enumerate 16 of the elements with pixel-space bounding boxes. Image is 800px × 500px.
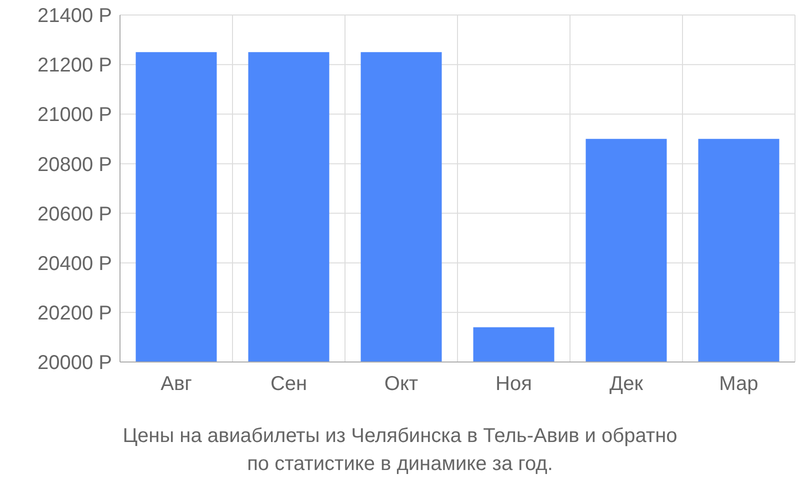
y-tick-label: 21200 Р	[37, 54, 112, 77]
y-tick-label: 21000 Р	[37, 104, 112, 126]
y-tick-label: 20600 Р	[37, 203, 112, 226]
x-tick-label: Мар	[719, 373, 758, 396]
text: по статистике в динамике за год.	[246, 452, 554, 477]
y-tick-label: 20400 Р	[37, 252, 112, 275]
y-tick-label: 20200 Р	[37, 302, 112, 325]
x-tick-label: Дек	[610, 373, 644, 396]
y-tick-label: 20800 Р	[37, 154, 112, 176]
x-tick-label: Окт	[384, 373, 418, 396]
text: Цены на авиабилеты из Челябинска в Тель-Авив и обратно	[122, 424, 678, 449]
y-tick-label: 21400 Р	[37, 5, 112, 28]
x-tick-label: Сен	[270, 373, 308, 396]
y-tick-label: 20000 Р	[37, 352, 112, 374]
x-tick-label: Ноя	[496, 373, 532, 396]
x-tick-label: Авг	[160, 373, 192, 396]
